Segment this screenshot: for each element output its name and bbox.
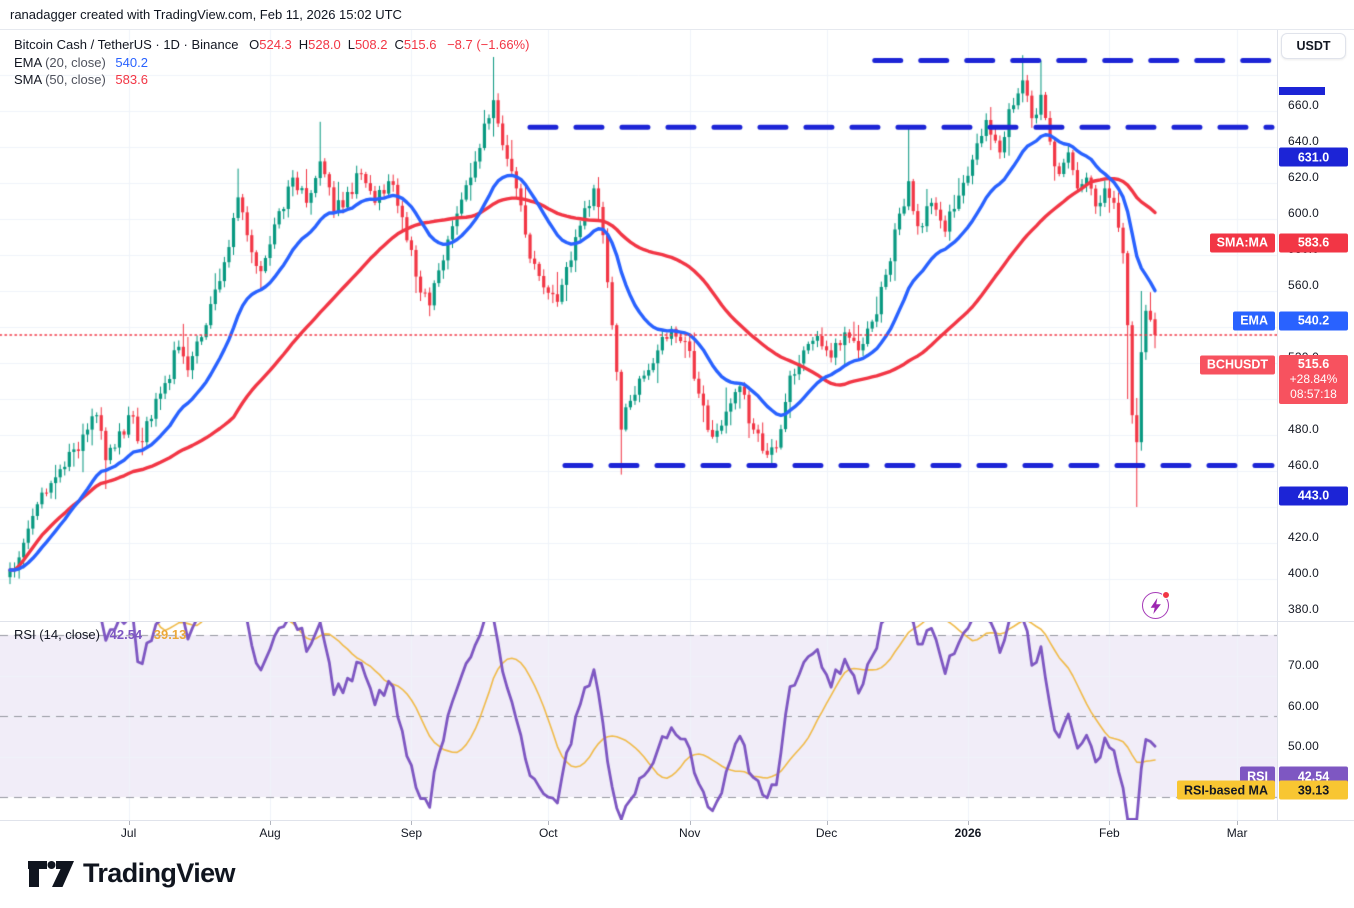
price-tick: 480.0 <box>1288 422 1320 436</box>
month-label-Mar: Mar <box>1226 826 1248 840</box>
axis-label-level-668-clipped <box>1279 86 1325 95</box>
price-tick: 660.0 <box>1288 98 1320 112</box>
sma-params: (50, close) <box>45 72 106 87</box>
tradingview-logo[interactable]: TradingView <box>28 858 236 889</box>
time-axis[interactable]: Jul Aug Sep Oct Nov Dec 2026 Feb Mar <box>0 821 1354 846</box>
sma-label: SMA <box>14 72 42 87</box>
price-tick: 420.0 <box>1288 530 1320 544</box>
ema-value: 540.2 <box>115 54 148 70</box>
price-tick: 620.0 <box>1288 170 1320 184</box>
price-tick: 500.0 <box>1288 386 1320 400</box>
ohlc-key: O <box>249 37 260 52</box>
ohlc-key: C <box>394 37 404 52</box>
month-label-Aug: Aug <box>259 826 281 840</box>
month-label-2026: 2026 <box>954 826 982 840</box>
time-tick <box>690 821 691 825</box>
footer: TradingView <box>0 846 1354 908</box>
rsi-pane-canvas[interactable] <box>0 622 1277 820</box>
attribution-bar: ranadagger created with TradingView.com,… <box>0 0 1354 30</box>
change-value: −8.7 (−1.66%) <box>447 37 530 52</box>
price-tick: 580.0 <box>1288 242 1320 256</box>
rsi-tick: 40.00 <box>1288 779 1320 794</box>
price-tick: 380.0 <box>1288 602 1320 616</box>
month-label-Sep: Sep <box>400 826 423 840</box>
ema-params: (20, close) <box>45 54 106 70</box>
pane-separator[interactable] <box>0 621 1354 622</box>
axis-label-sma-value: 583.6 <box>1279 233 1348 253</box>
chart-area[interactable]: 660.0 640.0 620.0 600.0 580.0 560.0 540.0 520.0… <box>0 30 1354 847</box>
rsi-tick: 50.00 <box>1288 739 1320 753</box>
price-pane-canvas[interactable] <box>0 30 1277 621</box>
currency-toggle-button[interactable]: USDT <box>1281 33 1346 59</box>
ohlc-value: 508.2 <box>354 37 388 52</box>
price-tick: 440.0 <box>1288 494 1320 508</box>
price-tick: 460.0 <box>1288 458 1320 472</box>
time-tick <box>1237 821 1238 825</box>
price-axis-border <box>1277 30 1278 846</box>
axis-label-level-631: 631.0 <box>1279 147 1348 167</box>
axis-label-price-value: 515.6 +28.84% 08:57:18 <box>1279 354 1348 404</box>
price-tick: 600.0 <box>1288 206 1320 220</box>
ohlc-value: 528.0 <box>308 37 341 52</box>
ohlc-value: 515.6 <box>403 37 437 52</box>
month-label-Oct: Oct <box>538 826 558 840</box>
month-label-Dec: Dec <box>815 826 838 840</box>
symbol-row[interactable]: Bitcoin Cash / TetherUS · 1D · Binance O… <box>14 36 529 53</box>
time-tick <box>968 821 969 825</box>
axis-label-level-443: 443.0 <box>1279 486 1348 506</box>
time-tick <box>1109 821 1110 825</box>
tradingview-logo-text: TradingView <box>83 858 236 888</box>
price-tick: 520.0 <box>1288 350 1320 364</box>
rsi-params: (14, close) <box>39 627 100 642</box>
rsi-label: RSI <box>14 627 36 642</box>
time-tick <box>548 821 549 825</box>
main-legend: Bitcoin Cash / TetherUS · 1D · Binance O… <box>14 36 529 89</box>
notification-dot <box>1162 591 1170 599</box>
ohlc-values: O524.3 H528.0 L508.2 C515.6 <box>242 37 436 52</box>
price-tick: 640.0 <box>1288 134 1320 148</box>
flash-icon[interactable] <box>1142 591 1170 619</box>
rsi-tick: 70.00 <box>1288 658 1320 672</box>
axis-label-ema-value: 540.2 <box>1279 311 1348 331</box>
time-axis-top-border <box>0 820 1354 821</box>
sma-value: 583.6 <box>115 72 148 87</box>
time-tick <box>270 821 271 825</box>
time-tick <box>411 821 412 825</box>
axis-label-rsi-ma-value: 39.13 <box>1279 780 1348 800</box>
attribution-text: ranadagger created with TradingView.com,… <box>10 7 402 22</box>
rsi-tick: 60.00 <box>1288 698 1320 713</box>
symbol-title[interactable]: Bitcoin Cash / TetherUS · 1D · Binance <box>14 37 239 52</box>
price-tick: 540.0 <box>1288 314 1320 328</box>
rsi-value: 42.54 <box>109 627 143 642</box>
ohlc-key: H <box>298 37 309 52</box>
time-tick <box>129 821 130 825</box>
ohlc-key: L <box>347 37 355 52</box>
month-label-Feb: Feb <box>1099 826 1120 840</box>
ohlc-value: 524.3 <box>259 37 292 52</box>
lightning-bolt-icon <box>1150 597 1161 614</box>
ema-indicator-row[interactable]: EMA (20, close) 540.2 <box>14 54 529 71</box>
month-label-Jul: Jul <box>120 826 137 840</box>
tradingview-logo-mark <box>28 860 74 887</box>
price-tick: 400.0 <box>1288 566 1320 580</box>
price-tick: 560.0 <box>1288 278 1320 292</box>
time-tick <box>827 821 828 825</box>
axis-label-rsi-value: 42.54 <box>1279 766 1348 786</box>
rsi-legend[interactable]: RSI (14, close) 42.54 39.13 <box>14 627 186 642</box>
rsi-ma-value: 39.13 <box>153 627 187 642</box>
sma-indicator-row[interactable]: SMA (50, close) 583.6 <box>14 71 529 88</box>
month-label-Nov: Nov <box>679 826 701 840</box>
ema-label: EMA <box>14 54 42 70</box>
